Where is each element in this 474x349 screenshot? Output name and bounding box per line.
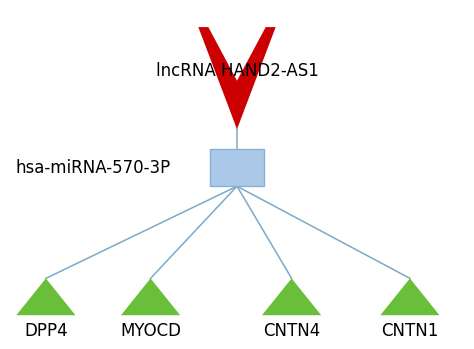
Text: MYOCD: MYOCD bbox=[120, 322, 181, 340]
Text: CNTN4: CNTN4 bbox=[263, 322, 320, 340]
Bar bbox=[210, 149, 264, 186]
Text: lncRNA HAND2-AS1: lncRNA HAND2-AS1 bbox=[155, 62, 319, 80]
Text: CNTN1: CNTN1 bbox=[381, 322, 438, 340]
Polygon shape bbox=[380, 279, 439, 315]
Text: DPP4: DPP4 bbox=[24, 322, 68, 340]
Polygon shape bbox=[198, 27, 276, 129]
Polygon shape bbox=[262, 279, 321, 315]
Polygon shape bbox=[121, 279, 180, 315]
Text: hsa-miRNA-570-3P: hsa-miRNA-570-3P bbox=[16, 159, 171, 177]
Polygon shape bbox=[16, 279, 75, 315]
